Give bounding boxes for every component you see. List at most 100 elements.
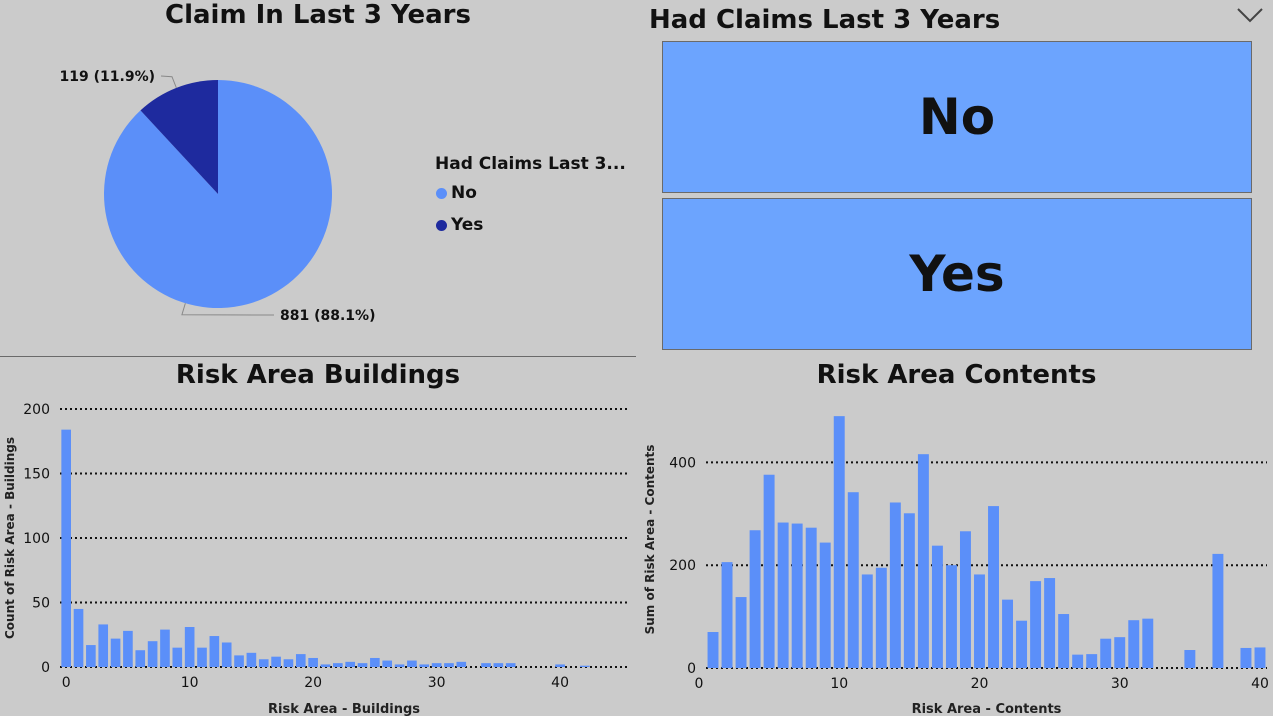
- bar[interactable]: [889, 502, 901, 668]
- panel-divider: [0, 356, 636, 357]
- bar[interactable]: [160, 629, 170, 667]
- bar[interactable]: [1058, 614, 1070, 668]
- bar[interactable]: [861, 574, 873, 668]
- legend-item-yes[interactable]: Yes: [436, 215, 483, 235]
- bar[interactable]: [805, 527, 817, 668]
- bar[interactable]: [407, 660, 417, 667]
- bar[interactable]: [234, 655, 244, 667]
- bar[interactable]: [382, 660, 393, 667]
- x-tick-label: 0: [695, 676, 704, 692]
- pie-leader-line: [181, 303, 275, 316]
- bar[interactable]: [394, 664, 405, 667]
- x-tick-label: 10: [181, 675, 199, 691]
- y-tick-label: 150: [23, 467, 50, 483]
- bar[interactable]: [1114, 637, 1126, 668]
- buildings-chart-title: Risk Area Buildings: [175, 360, 461, 390]
- bar[interactable]: [988, 506, 999, 668]
- bar[interactable]: [271, 656, 281, 667]
- bar[interactable]: [258, 659, 269, 667]
- bar[interactable]: [749, 530, 761, 668]
- slicer-option-yes[interactable]: Yes: [662, 198, 1252, 350]
- bar[interactable]: [1254, 647, 1266, 668]
- bar[interactable]: [456, 661, 467, 667]
- bar[interactable]: [123, 630, 133, 667]
- pie-chart-title: Claim In Last 3 Years: [165, 0, 471, 30]
- legend-label-yes: Yes: [451, 215, 484, 235]
- bar[interactable]: [974, 574, 985, 668]
- x-tick-label: 30: [428, 675, 446, 691]
- bar[interactable]: [333, 663, 343, 667]
- bar[interactable]: [295, 654, 306, 667]
- bar[interactable]: [444, 663, 454, 667]
- bar[interactable]: [791, 523, 803, 668]
- bar[interactable]: [833, 416, 845, 668]
- bar[interactable]: [320, 664, 331, 667]
- contents-chart-title: Risk Area Contents: [816, 360, 1097, 390]
- bar[interactable]: [209, 636, 220, 667]
- bar[interactable]: [73, 608, 84, 667]
- bar[interactable]: [135, 650, 146, 667]
- bar[interactable]: [875, 567, 887, 668]
- bar[interactable]: [419, 664, 430, 667]
- bar[interactable]: [819, 542, 831, 668]
- chevron-down-icon[interactable]: [1236, 6, 1264, 24]
- bar[interactable]: [481, 663, 491, 667]
- y-tick-label: 400: [669, 455, 696, 471]
- buildings-bar-chart: 0 50 100 150 200 0 10 20 30 40 Risk Area - Buildin…: [3, 402, 628, 716]
- bar[interactable]: [431, 663, 442, 667]
- bar[interactable]: [1128, 620, 1140, 668]
- y-tick-label: 50: [32, 596, 50, 612]
- bar[interactable]: [1212, 553, 1224, 668]
- bar[interactable]: [735, 597, 747, 668]
- y-tick-label: 200: [23, 402, 50, 418]
- bar[interactable]: [1184, 650, 1196, 668]
- bar[interactable]: [1016, 620, 1028, 668]
- bar[interactable]: [147, 641, 158, 667]
- bar[interactable]: [505, 663, 516, 667]
- bar[interactable]: [345, 661, 355, 667]
- bar[interactable]: [721, 562, 733, 668]
- bar[interactable]: [579, 665, 590, 667]
- bar[interactable]: [1044, 578, 1056, 668]
- bar[interactable]: [357, 663, 368, 667]
- bar[interactable]: [555, 664, 565, 667]
- y-tick-label: 100: [23, 531, 50, 547]
- bar[interactable]: [1002, 599, 1014, 668]
- bar[interactable]: [931, 545, 943, 668]
- bar[interactable]: [1240, 647, 1252, 668]
- bar[interactable]: [707, 632, 719, 668]
- pie-slice-yes[interactable]: [140, 80, 218, 194]
- bar[interactable]: [1030, 581, 1042, 668]
- bar[interactable]: [1142, 618, 1154, 668]
- bar[interactable]: [777, 522, 789, 668]
- x-tick-label: 30: [1111, 676, 1129, 692]
- legend-dot-no: [436, 187, 447, 199]
- bar[interactable]: [945, 565, 957, 668]
- bar[interactable]: [763, 474, 775, 668]
- slicer-option-no[interactable]: No: [662, 41, 1252, 193]
- pie-leader-line: [160, 75, 177, 89]
- bar[interactable]: [959, 531, 971, 668]
- bar[interactable]: [246, 652, 257, 667]
- bar[interactable]: [308, 657, 318, 667]
- bar[interactable]: [61, 429, 71, 667]
- bar[interactable]: [86, 645, 96, 667]
- bar[interactable]: [283, 659, 294, 667]
- bar[interactable]: [493, 663, 504, 667]
- y-tick-label: 0: [41, 660, 50, 676]
- bar[interactable]: [847, 492, 859, 668]
- bar[interactable]: [110, 638, 121, 667]
- bar[interactable]: [172, 647, 183, 667]
- bar[interactable]: [1086, 654, 1098, 668]
- bar[interactable]: [197, 647, 207, 667]
- bar[interactable]: [903, 513, 915, 668]
- bar[interactable]: [917, 454, 929, 668]
- bar[interactable]: [221, 642, 232, 667]
- legend-item-no[interactable]: No: [436, 183, 477, 203]
- bar[interactable]: [1100, 638, 1112, 668]
- bar[interactable]: [1072, 654, 1084, 668]
- bar[interactable]: [98, 624, 109, 667]
- bar[interactable]: [184, 627, 195, 667]
- bar[interactable]: [370, 657, 380, 667]
- pie-slice-no[interactable]: [103, 80, 332, 308]
